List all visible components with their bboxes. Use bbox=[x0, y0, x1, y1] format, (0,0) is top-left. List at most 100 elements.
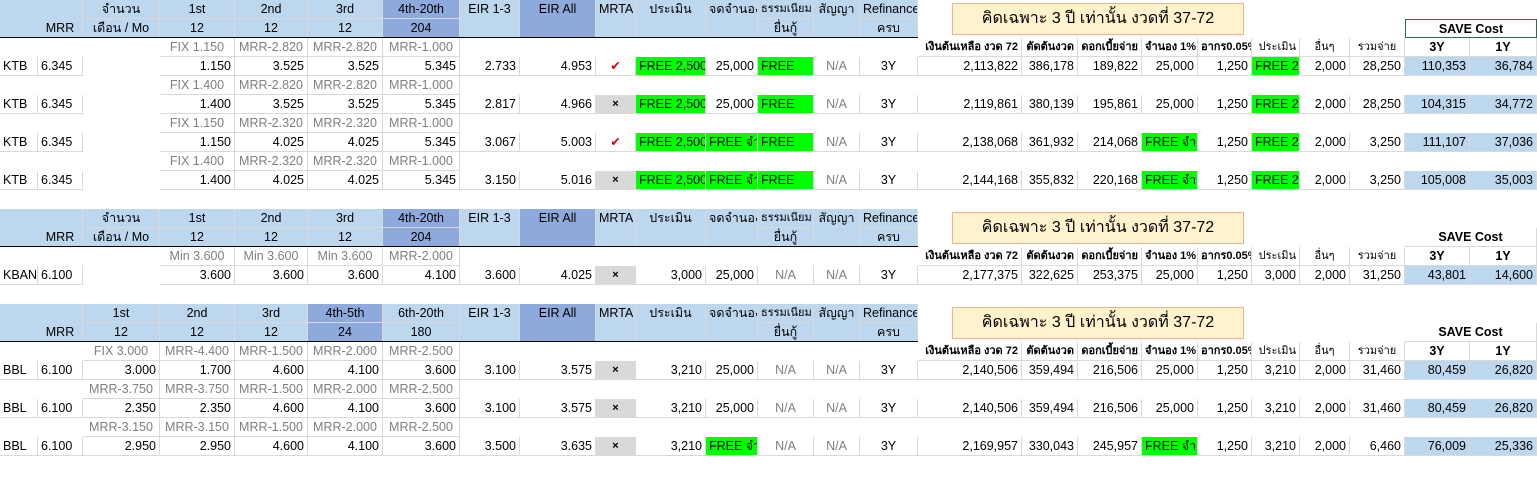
rate-2[interactable]: 2.950 bbox=[160, 437, 235, 456]
rate-2[interactable]: 3.525 bbox=[235, 57, 308, 76]
other-value[interactable]: 2,000 bbox=[1300, 57, 1350, 76]
col-interest[interactable]: ดอกเบี้ยจ่าย bbox=[1078, 342, 1142, 361]
interest-value[interactable]: 216,506 bbox=[1078, 399, 1142, 418]
rate-4[interactable]: 4.100 bbox=[383, 266, 460, 285]
rate-spec[interactable]: FIX 1.150 bbox=[160, 38, 235, 57]
header-fee2[interactable]: ยื่นกู้ bbox=[758, 228, 814, 247]
rate-3[interactable]: 4.600 bbox=[235, 437, 308, 456]
bank[interactable]: KBAN bbox=[0, 266, 38, 285]
mrr-value[interactable]: 6.100 bbox=[38, 437, 83, 456]
col-interest[interactable]: ดอกเบี้ยจ่าย bbox=[1078, 38, 1142, 57]
principal-value[interactable]: 359,494 bbox=[1022, 399, 1078, 418]
eirall-value[interactable]: 3.575 bbox=[520, 361, 596, 380]
other-value[interactable]: 2,000 bbox=[1300, 133, 1350, 152]
col-other[interactable]: อื่นๆ bbox=[1300, 247, 1350, 266]
col-stamp[interactable]: อากร0.05% bbox=[1198, 38, 1252, 57]
appraisal-value[interactable]: FREE 2,500 bbox=[636, 133, 706, 152]
save-cost-label[interactable]: SAVE Cost bbox=[1405, 228, 1537, 247]
rate-3[interactable]: 4.025 bbox=[308, 133, 383, 152]
col-interest[interactable]: ดอกเบี้ยจ่าย bbox=[1078, 247, 1142, 266]
header-1st[interactable]: 1st bbox=[160, 209, 235, 228]
col-1y[interactable]: 1Y bbox=[1470, 342, 1537, 361]
balance-value[interactable]: 2,144,168 bbox=[918, 171, 1022, 190]
appraisal-fee-value[interactable]: FREE 2 bbox=[1252, 133, 1300, 152]
header-months[interactable]: 204 bbox=[383, 19, 460, 38]
rate-spec[interactable]: MRR-1.500 bbox=[235, 342, 308, 361]
appraisal-fee-value[interactable]: FREE 2 bbox=[1252, 171, 1300, 190]
refinance-value[interactable]: 3Y bbox=[860, 171, 918, 190]
header-mrta[interactable]: MRTA bbox=[596, 304, 636, 342]
header-eir13[interactable]: EIR 1-3 bbox=[460, 209, 520, 247]
rate-2[interactable]: 3.525 bbox=[235, 95, 308, 114]
rate-spec[interactable]: MRR-2.820 bbox=[308, 38, 383, 57]
header-mrta[interactable]: MRTA bbox=[596, 209, 636, 247]
header-months[interactable]: 204 bbox=[383, 228, 460, 247]
eirall-value[interactable]: 4.953 bbox=[520, 57, 596, 76]
save-3y[interactable]: 43,801 bbox=[1405, 266, 1470, 285]
header-months[interactable]: 12 bbox=[160, 323, 235, 342]
appraisal-value[interactable]: 3,210 bbox=[636, 437, 706, 456]
col-balance[interactable]: เงินต้นเหลือ งวด 72 bbox=[918, 38, 1022, 57]
header-months[interactable]: 180 bbox=[383, 323, 460, 342]
mortgage-fee-value[interactable]: FREE จำ bbox=[1142, 133, 1198, 152]
interest-value[interactable]: 253,375 bbox=[1078, 266, 1142, 285]
rate-1[interactable]: 1.150 bbox=[160, 133, 235, 152]
appraisal-value[interactable]: 3,210 bbox=[636, 399, 706, 418]
rate-1[interactable]: 3.000 bbox=[83, 361, 160, 380]
rate-spec[interactable]: MRR-1.000 bbox=[383, 76, 460, 95]
rate-2[interactable]: 4.025 bbox=[235, 171, 308, 190]
col-3y[interactable]: 3Y bbox=[1405, 342, 1470, 361]
bank[interactable]: BBL bbox=[0, 399, 38, 418]
stamp-value[interactable]: 1,250 bbox=[1198, 361, 1252, 380]
header-mortgage[interactable]: จดจำนอง bbox=[706, 304, 758, 342]
rate-spec[interactable]: Min 3.600 bbox=[235, 247, 308, 266]
mrr-value[interactable]: 6.100 bbox=[38, 361, 83, 380]
header-fee[interactable]: ธรรมเนียม bbox=[758, 304, 814, 323]
bank[interactable]: KTB bbox=[0, 133, 38, 152]
rate-spec[interactable]: MRR-1.500 bbox=[235, 380, 308, 399]
save-cost-label[interactable]: SAVE Cost bbox=[1405, 323, 1537, 342]
header-1st[interactable]: 1st bbox=[83, 304, 160, 323]
header-6th20th[interactable]: 6th-20th bbox=[383, 304, 460, 323]
header-2nd[interactable]: 2nd bbox=[160, 304, 235, 323]
header-4th5th[interactable]: 4th-5th bbox=[308, 304, 383, 323]
col-total[interactable]: รวมจ่าย bbox=[1350, 342, 1405, 361]
rate-2[interactable]: 4.025 bbox=[235, 133, 308, 152]
rate-spec[interactable]: Min 3.600 bbox=[160, 247, 235, 266]
header-refinance[interactable]: Refinance bbox=[860, 304, 918, 323]
col-principal[interactable]: ตัดต้นงวด bbox=[1022, 342, 1078, 361]
header-mortgage[interactable]: จดจำนอง bbox=[706, 209, 758, 247]
contract-value[interactable]: N/A bbox=[814, 399, 860, 418]
col-appraisal[interactable]: ประเมิน bbox=[1252, 38, 1300, 57]
appraisal-value[interactable]: 3,210 bbox=[636, 361, 706, 380]
rate-spec[interactable]: MRR-1.500 bbox=[235, 418, 308, 437]
mortgage-value[interactable]: FREE จำ bbox=[706, 437, 758, 456]
save-cost-label[interactable]: SAVE Cost bbox=[1405, 19, 1537, 38]
col-other[interactable]: อื่นๆ bbox=[1300, 38, 1350, 57]
col-stamp[interactable]: อากร0.05% bbox=[1198, 342, 1252, 361]
col-principal[interactable]: ตัดต้นงวด bbox=[1022, 247, 1078, 266]
contract-value[interactable]: N/A bbox=[814, 57, 860, 76]
rate-spec[interactable]: MRR-2.320 bbox=[235, 152, 308, 171]
eirall-value[interactable]: 3.575 bbox=[520, 399, 596, 418]
rate-4[interactable]: 4.100 bbox=[308, 361, 383, 380]
mortgage-fee-value[interactable]: FREE จำ bbox=[1142, 437, 1198, 456]
refinance-value[interactable]: 3Y bbox=[860, 57, 918, 76]
appraisal-value[interactable]: FREE 2,500 bbox=[636, 57, 706, 76]
mortgage-value[interactable]: 25,000 bbox=[706, 361, 758, 380]
refinance-value[interactable]: 3Y bbox=[860, 399, 918, 418]
rate-spec[interactable]: MRR-2.320 bbox=[308, 114, 383, 133]
header-4th20th[interactable]: 4th-20th bbox=[383, 0, 460, 19]
stamp-value[interactable]: 1,250 bbox=[1198, 133, 1252, 152]
mrr-value[interactable]: 6.345 bbox=[38, 95, 83, 114]
stamp-value[interactable]: 1,250 bbox=[1198, 171, 1252, 190]
eir13-value[interactable]: 3.100 bbox=[460, 361, 520, 380]
eir13-value[interactable]: 2.733 bbox=[460, 57, 520, 76]
header-contract[interactable]: สัญญา bbox=[814, 209, 860, 247]
rate-1[interactable]: 2.350 bbox=[83, 399, 160, 418]
balance-value[interactable]: 2,177,375 bbox=[918, 266, 1022, 285]
principal-value[interactable]: 330,043 bbox=[1022, 437, 1078, 456]
col-other[interactable]: อื่นๆ bbox=[1300, 342, 1350, 361]
bank[interactable]: KTB bbox=[0, 171, 38, 190]
eirall-value[interactable]: 4.966 bbox=[520, 95, 596, 114]
